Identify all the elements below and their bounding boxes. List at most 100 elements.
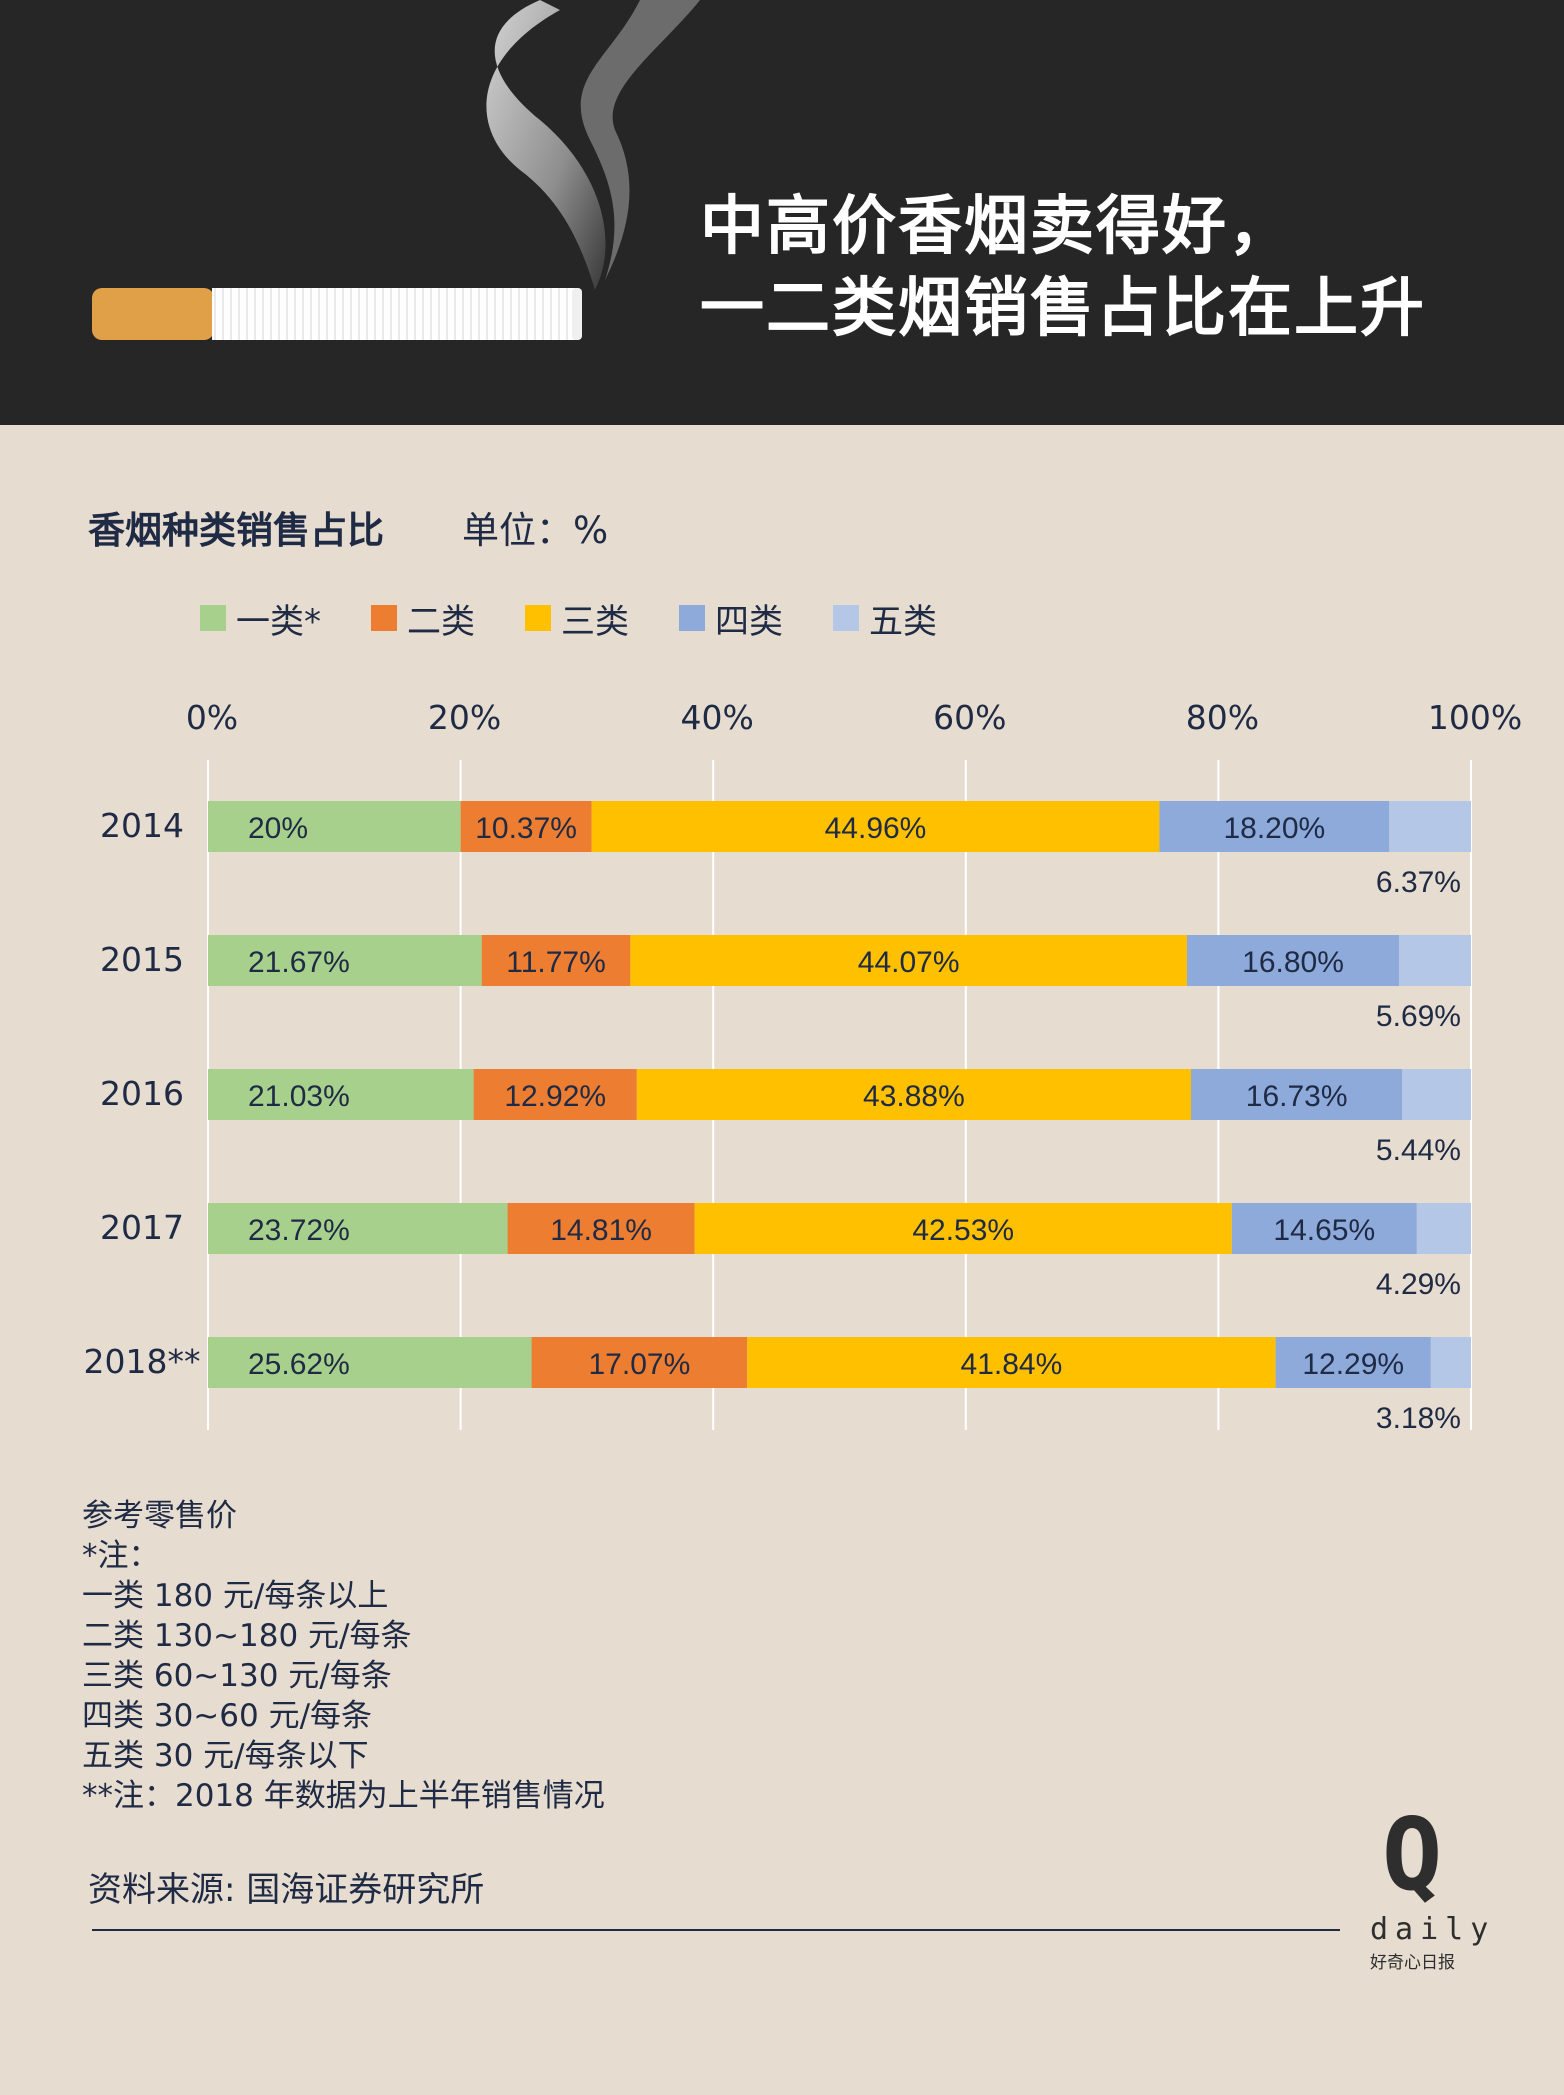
- logo-word: daily: [1370, 1912, 1496, 1947]
- cigarette-filter-icon: [92, 288, 214, 340]
- smoke-icon: [486, 0, 606, 290]
- legend-item: 五类: [833, 594, 937, 643]
- y-tick-label: 2018**: [84, 1342, 201, 1381]
- data-label: 44.96%: [825, 812, 927, 845]
- footer-divider: [92, 1929, 1340, 1931]
- notes-line: 二类 130~180 元/每条: [82, 1618, 412, 1654]
- y-tick-label: 2016: [100, 1074, 184, 1113]
- y-tick-label: 2015: [100, 940, 184, 979]
- data-label: 14.65%: [1273, 1214, 1375, 1247]
- notes-line: 一类 180 元/每条以上: [82, 1578, 389, 1614]
- bar-segment: [1190, 1069, 1403, 1120]
- bar-segment: [694, 1203, 1232, 1254]
- bar-segment: [1159, 801, 1390, 852]
- bar-segment: [473, 1069, 637, 1120]
- bar-segment: [1231, 1203, 1417, 1254]
- data-label: 5.44%: [1376, 1134, 1461, 1167]
- data-label: 4.29%: [1376, 1268, 1461, 1301]
- data-label: 25.62%: [248, 1348, 350, 1381]
- logo-subtitle: 好奇心日报: [1370, 1953, 1455, 1973]
- bar-segment: [1399, 935, 1471, 986]
- bar-segment: [747, 1337, 1276, 1388]
- chart-title: 香烟种类销售占比: [88, 509, 384, 552]
- qdaily-logo: Q daily 好奇心日报: [1360, 1796, 1488, 1974]
- data-label: 43.88%: [863, 1080, 965, 1113]
- x-tick-label: 40%: [681, 698, 754, 737]
- notes-line: **注：2018 年数据为上半年销售情况: [82, 1778, 605, 1814]
- title-line-2: 一二类烟销售占比在上升: [700, 272, 1426, 346]
- data-label: 16.80%: [1242, 946, 1344, 979]
- legend-label: 三类: [561, 601, 629, 642]
- cigarette-illustration: [92, 0, 700, 340]
- data-label: 14.81%: [550, 1214, 652, 1247]
- bar-segment: [208, 1203, 508, 1254]
- bar-segment: [1430, 1337, 1471, 1388]
- y-tick-label: 2017: [100, 1208, 184, 1247]
- header-banner: 中高价香烟卖得好， 一二类烟销售占比在上升: [0, 0, 1564, 425]
- legend-label: 一类*: [236, 601, 321, 642]
- stacked-bar-chart: 0% 20% 40% 60% 80% 100% 2014 20% 10.37% 44.96% 18.…: [84, 698, 1523, 1435]
- legend-swatch: [371, 605, 397, 631]
- legend-item: 四类: [679, 594, 783, 643]
- x-tick-label: 20%: [428, 698, 501, 737]
- bar-segment: [208, 1337, 532, 1388]
- data-label: 23.72%: [248, 1214, 350, 1247]
- data-label: 21.03%: [248, 1080, 350, 1113]
- bar-segment: [481, 935, 631, 986]
- bar-segment: [1389, 801, 1471, 852]
- data-label: 21.67%: [248, 946, 350, 979]
- data-label: 44.07%: [858, 946, 960, 979]
- legend-item: 三类: [525, 594, 629, 643]
- legend-label: 二类: [407, 601, 475, 642]
- data-label: 3.18%: [1376, 1402, 1461, 1435]
- legend-swatch: [679, 605, 705, 631]
- legend-swatch: [525, 605, 551, 631]
- legend-label: 四类: [715, 601, 783, 642]
- bar-segment: [208, 1069, 474, 1120]
- logo-mark: Q: [1382, 1796, 1443, 1913]
- bar-segment: [507, 1203, 695, 1254]
- bar-segment: [1416, 1203, 1471, 1254]
- data-label: 6.37%: [1376, 866, 1461, 899]
- data-label: 18.20%: [1223, 812, 1325, 845]
- x-tick-label: 100%: [1428, 698, 1522, 737]
- data-label: 10.37%: [475, 812, 577, 845]
- notes-line: 五类 30 元/每条以下: [82, 1738, 369, 1774]
- bar-segment: [1275, 1337, 1431, 1388]
- bar-segment: [531, 1337, 748, 1388]
- data-label: 5.69%: [1376, 1000, 1461, 1033]
- data-label: 42.53%: [912, 1214, 1014, 1247]
- data-source: 资料来源: 国海证券研究所: [88, 1870, 485, 1910]
- notes-line: 三类 60~130 元/每条: [82, 1658, 392, 1694]
- legend-swatch: [833, 605, 859, 631]
- chart-unit: 单位：%: [462, 509, 609, 552]
- legend-swatch: [200, 605, 226, 631]
- data-label: 12.92%: [504, 1080, 606, 1113]
- data-label: 20%: [248, 812, 308, 845]
- bar-segment: [208, 935, 482, 986]
- legend-item: 二类: [371, 594, 475, 643]
- bar-segment: [460, 801, 592, 852]
- y-tick-label: 2014: [100, 806, 184, 845]
- bar-segment: [1402, 1069, 1471, 1120]
- bar-segment: [208, 801, 461, 852]
- legend-label: 五类: [869, 601, 937, 642]
- data-label: 12.29%: [1302, 1348, 1404, 1381]
- title-line-1: 中高价香烟卖得好，: [700, 190, 1294, 264]
- cigarette-paper-icon: [212, 288, 578, 340]
- legend-item: 一类*: [200, 594, 321, 643]
- data-label: 17.07%: [589, 1348, 691, 1381]
- notes-heading: 参考零售价: [82, 1498, 237, 1534]
- x-tick-label: 0%: [186, 698, 238, 737]
- data-label: 41.84%: [961, 1348, 1063, 1381]
- bar-segment: [636, 1069, 1191, 1120]
- price-notes: 参考零售价 *注： 一类 180 元/每条以上 二类 130~180 元/每条 …: [82, 1496, 605, 1816]
- x-tick-label: 80%: [1186, 698, 1259, 737]
- notes-line: *注：: [82, 1538, 160, 1574]
- data-label: 16.73%: [1246, 1080, 1348, 1113]
- x-tick-label: 60%: [933, 698, 1006, 737]
- bar-segment: [1186, 935, 1400, 986]
- data-label: 11.77%: [506, 946, 606, 979]
- chart-legend: 一类* 二类 三类 四类 五类: [200, 594, 987, 643]
- bar-segment: [591, 801, 1160, 852]
